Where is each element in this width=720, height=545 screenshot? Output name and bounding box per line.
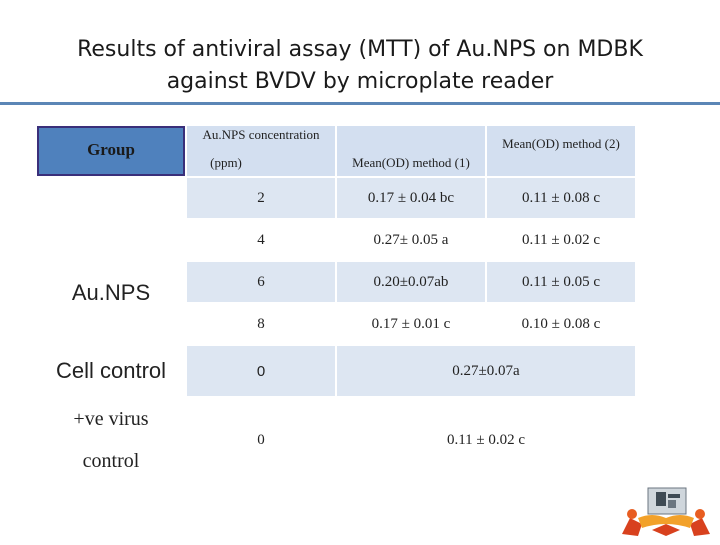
cell-control-value: 0.27±0.07a bbox=[335, 344, 637, 398]
conc-cell: 6 bbox=[185, 260, 337, 304]
cell-control-row: Cell control 0 0.27±0.07a bbox=[35, 344, 637, 398]
conc-cell: 2 bbox=[185, 176, 337, 220]
method1-cell: 0.27± 0.05 a bbox=[335, 218, 487, 262]
conc-cell: 4 bbox=[185, 218, 337, 262]
method1-cell: 0.17 ± 0.04 bc bbox=[335, 176, 487, 220]
virus-control-value: 0.11 ± 0.02 c bbox=[335, 396, 637, 484]
method1-cell: 0.17 ± 0.01 c bbox=[335, 302, 487, 346]
concentration-header: Au.NPS concentration (ppm) bbox=[185, 124, 337, 178]
group-header: Group bbox=[35, 124, 187, 178]
group-aunps: Au.NPS bbox=[35, 176, 187, 346]
method2-cell: 0.11 ± 0.05 c bbox=[485, 260, 637, 304]
concentration-header-line2: (ppm) bbox=[210, 155, 242, 170]
method2-cell: 0.11 ± 0.08 c bbox=[485, 176, 637, 220]
virus-control-conc: 0 bbox=[185, 396, 337, 484]
group-cell-control: Cell control bbox=[35, 344, 187, 398]
table-row: 4 0.27± 0.05 a 0.11 ± 0.02 c bbox=[36, 218, 637, 262]
method1-header: Mean(OD) method (1) bbox=[335, 124, 487, 178]
results-table: Group Au.NPS concentration (ppm) Mean(OD… bbox=[35, 124, 637, 484]
method1-cell: 0.20±0.07ab bbox=[335, 260, 487, 304]
conc-cell: 8 bbox=[185, 302, 337, 346]
header-row: Group Au.NPS concentration (ppm) Mean(OD… bbox=[35, 124, 637, 178]
virus-control-line2: control bbox=[82, 450, 140, 472]
group-virus-control: +ve virus control bbox=[35, 396, 187, 484]
title-line-2: against BVDV by microplate reader bbox=[166, 69, 554, 94]
table-row: Au.NPS 2 0.17 ± 0.04 bc 0.11 ± 0.08 c bbox=[35, 176, 637, 346]
virus-control-row: +ve virus control 0 0.11 ± 0.02 c bbox=[35, 396, 637, 484]
concentration-header-line1: Au.NPS concentration bbox=[202, 127, 320, 142]
virus-control-line1: +ve virus bbox=[73, 408, 149, 430]
title-divider bbox=[0, 102, 720, 105]
cell-control-conc: 0 bbox=[185, 344, 337, 398]
title-line-1: Results of antiviral assay (MTT) of Au.N… bbox=[77, 37, 643, 62]
method2-cell: 0.10 ± 0.08 c bbox=[485, 302, 637, 346]
university-emblem-icon bbox=[612, 484, 720, 540]
method2-cell: 0.11 ± 0.02 c bbox=[485, 218, 637, 262]
slide-title: Results of antiviral assay (MTT) of Au.N… bbox=[40, 34, 680, 98]
method2-header: Mean(OD) method (2) bbox=[485, 124, 637, 178]
